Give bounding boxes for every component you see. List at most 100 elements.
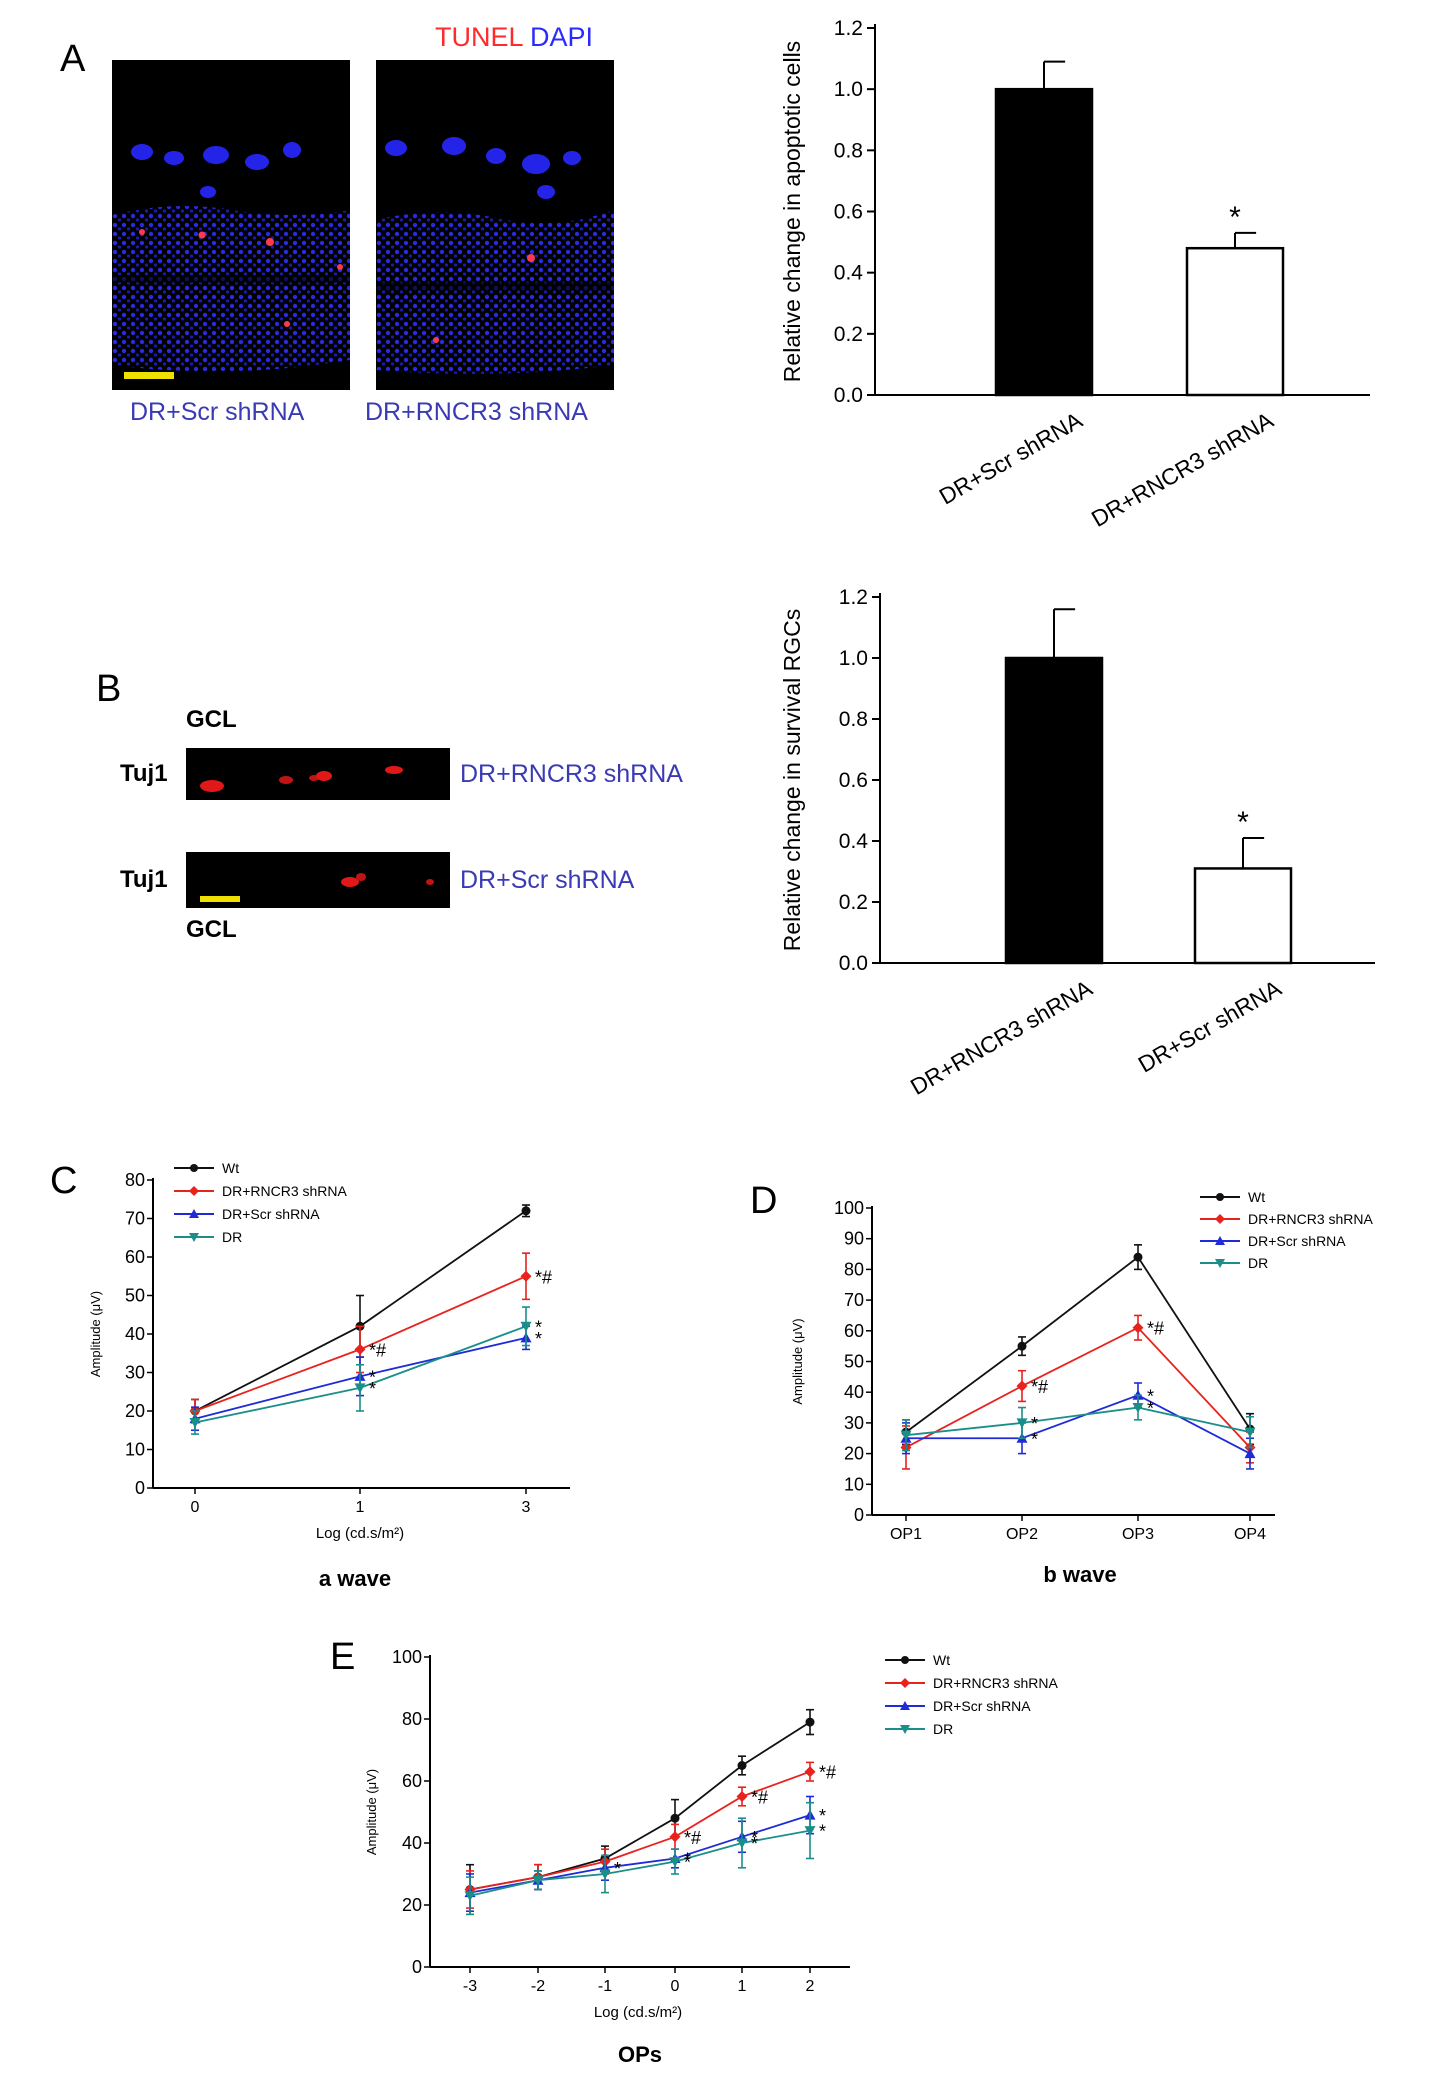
legend-label: DR <box>1248 1255 1268 1271</box>
tunel-image-scr <box>112 60 350 390</box>
x-tick-label: -2 <box>531 1978 545 1995</box>
y-tick-label: 100 <box>834 1198 864 1218</box>
y-tick-label: 80 <box>402 1709 422 1729</box>
data-point <box>900 1725 910 1734</box>
legend-label: DR+Scr shRNA <box>1248 1233 1346 1249</box>
y-tick-label: 30 <box>844 1413 864 1433</box>
data-point <box>900 1678 910 1688</box>
bar <box>1004 656 1104 965</box>
y-tick-label: 1.2 <box>834 17 863 40</box>
data-point <box>900 1430 912 1441</box>
bar-chart-survival: 0.0 0.2 0.4 0.6 0.8 1.0 1.2 Relative change in … <box>779 586 1375 1100</box>
tuj1-label-row1: Tuj1 <box>120 760 168 787</box>
tunel-image-scr-drawing <box>112 142 350 379</box>
data-point <box>900 1701 910 1710</box>
data-point <box>520 1270 532 1282</box>
data-point <box>520 1321 532 1332</box>
data-point <box>521 1206 531 1216</box>
series-line <box>469 1829 811 1897</box>
significance-mark: *# <box>1031 1377 1048 1397</box>
x-tick-label: 1 <box>738 1978 747 1995</box>
significance-mark: * <box>535 1329 542 1349</box>
y-tick-label: 90 <box>844 1229 864 1249</box>
chart-title: b wave <box>1043 1562 1116 1587</box>
category-label: DR+Scr shRNA <box>1134 974 1286 1077</box>
data-point <box>532 1875 544 1886</box>
data-point <box>669 1831 681 1843</box>
data-point <box>901 1656 909 1664</box>
tunel-image-rncr3-drawing <box>376 137 614 374</box>
significance-mark: * <box>535 1317 542 1337</box>
y-tick-label: 100 <box>392 1647 422 1667</box>
x-tick-label: OP3 <box>1122 1526 1154 1543</box>
series-line <box>905 1406 1251 1437</box>
y-tick-label: 0 <box>854 1505 864 1525</box>
caption-a-rncr3: DR+RNCR3 shRNA <box>365 398 588 426</box>
caption-b-rncr3: DR+RNCR3 shRNA <box>460 760 683 788</box>
y-tick-label: 0.4 <box>839 830 869 853</box>
y-tick-label: 20 <box>844 1444 864 1464</box>
significance-mark: * <box>819 1806 826 1826</box>
bar <box>1185 246 1285 397</box>
significance-mark: * <box>751 1828 758 1848</box>
gcl-label-top: GCL <box>186 706 237 733</box>
data-point <box>1132 1322 1144 1334</box>
category-label: DR+Scr shRNA <box>935 406 1087 509</box>
legend-label: Wt <box>1248 1189 1265 1205</box>
tuj1-image-rncr3-drawing <box>200 766 403 792</box>
legend-label: Wt <box>933 1652 950 1668</box>
significance-mark: * <box>1031 1414 1038 1434</box>
y-tick-label: 80 <box>844 1259 864 1279</box>
tunel-legend: TUNEL <box>435 22 523 52</box>
tuj1-image-rncr3 <box>186 748 450 800</box>
series-line <box>905 1326 1251 1449</box>
legend-label: DR+Scr shRNA <box>222 1206 320 1222</box>
significance-mark: * <box>1229 201 1241 234</box>
category-label: DR+RNCR3 shRNA <box>1087 406 1278 531</box>
data-point <box>1244 1427 1256 1438</box>
y-axis-label: Amplitude (μV) <box>364 1769 379 1855</box>
y-axis-label: Amplitude (μV) <box>790 1318 805 1404</box>
y-tick-label: 10 <box>844 1474 864 1494</box>
data-point <box>1216 1193 1224 1201</box>
y-tick-label: 1.0 <box>834 78 863 101</box>
y-tick-label: 0.6 <box>834 201 863 224</box>
legend-label: DR+RNCR3 shRNA <box>222 1183 348 1199</box>
data-point <box>1215 1236 1225 1245</box>
y-tick-label: 0.2 <box>839 891 868 914</box>
x-axis-label: Log (cd.s/m²) <box>316 1525 404 1542</box>
x-tick-label: 2 <box>806 1978 815 1995</box>
legend-label: Wt <box>222 1160 239 1176</box>
panel-label-a: A <box>60 38 86 80</box>
y-tick-label: 30 <box>125 1363 145 1383</box>
y-tick-label: 60 <box>402 1771 422 1791</box>
legend-label: DR+Scr shRNA <box>933 1698 1031 1714</box>
caption-b-scr: DR+Scr shRNA <box>460 866 635 894</box>
significance-mark: *# <box>819 1763 836 1783</box>
y-tick-label: 0.2 <box>834 323 863 346</box>
legend-label: DR+RNCR3 shRNA <box>933 1675 1059 1691</box>
series-line <box>905 1255 1251 1433</box>
y-tick-label: 40 <box>402 1833 422 1853</box>
y-tick-label: 0 <box>412 1957 422 1977</box>
y-axis-label: Relative change in survival RGCs <box>779 609 805 952</box>
y-tick-label: 1.2 <box>839 586 868 609</box>
gcl-label-bottom: GCL <box>186 916 237 943</box>
significance-mark: * <box>819 1822 826 1842</box>
significance-mark: * <box>1147 1399 1154 1419</box>
panel-label-e: E <box>330 1636 356 1678</box>
significance-mark: * <box>369 1379 376 1399</box>
y-tick-label: 10 <box>125 1440 145 1460</box>
data-point <box>805 1717 815 1727</box>
y-tick-label: 70 <box>125 1209 145 1229</box>
significance-mark: *# <box>535 1267 552 1287</box>
significance-mark: *# <box>684 1828 701 1848</box>
significance-mark: * <box>1031 1429 1038 1449</box>
data-point <box>190 1164 198 1172</box>
data-point <box>1215 1214 1225 1224</box>
data-point <box>737 1761 747 1770</box>
y-tick-label: 50 <box>844 1352 864 1372</box>
y-tick-label: 60 <box>844 1321 864 1341</box>
chart-title: OPs <box>618 2042 662 2067</box>
y-axis-label: Relative change in apoptotic cells <box>779 41 805 382</box>
